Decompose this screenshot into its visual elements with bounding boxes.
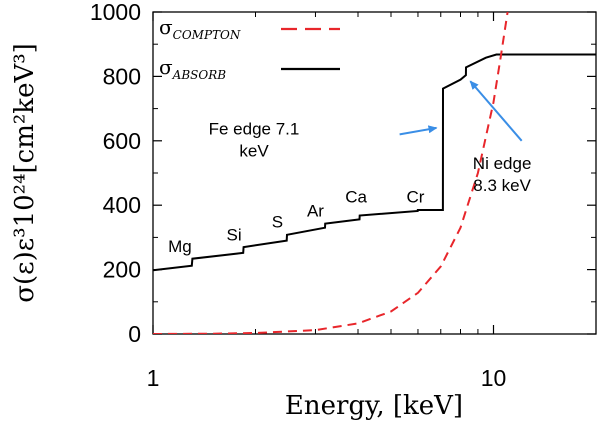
legend-sigma: σ bbox=[159, 55, 173, 79]
edge-annotations: Fe edge 7.1 keV Ni edge 8.3 keV bbox=[209, 80, 532, 195]
element-label-cr: Cr bbox=[406, 188, 424, 207]
element-edge-labels: Mg Si S Ar Ca Cr bbox=[168, 188, 425, 256]
y-tick-labels: 0 200 400 600 800 1000 bbox=[90, 0, 141, 347]
ni-edge-arrow bbox=[469, 80, 523, 142]
fe-edge-annotation-line: Fe edge 7.1 bbox=[209, 119, 300, 138]
element-label-si: Si bbox=[226, 226, 241, 245]
ni-edge-annotation-line: 8.3 keV bbox=[473, 176, 531, 195]
x-tick-label: 10 bbox=[481, 365, 507, 391]
legend-sigma: σ bbox=[159, 15, 173, 39]
fe-edge-annotation-line: keV bbox=[239, 141, 269, 160]
y-tick-label: 200 bbox=[103, 257, 141, 283]
legend-subscript: COMPTON bbox=[173, 28, 241, 42]
compton-series-line bbox=[153, 12, 509, 334]
element-label-s: S bbox=[272, 213, 283, 232]
fe-edge-arrow bbox=[399, 125, 438, 136]
y-axis-title: σ(ε)ε³10²⁴[cm²keV³] bbox=[10, 43, 40, 303]
legend-entry-label: σCOMPTON bbox=[159, 15, 241, 42]
y-tick-label: 0 bbox=[128, 321, 141, 347]
element-label-ca: Ca bbox=[345, 188, 367, 207]
element-label-mg: Mg bbox=[168, 237, 192, 256]
ni-edge-annotation-line: Ni edge bbox=[473, 154, 532, 173]
y-tick-label: 400 bbox=[103, 192, 141, 218]
x-axis-title: Energy, [keV] bbox=[285, 391, 463, 421]
y-tick-label: 600 bbox=[103, 128, 141, 154]
series-layer bbox=[153, 12, 596, 334]
y-tick-label: 1000 bbox=[90, 0, 141, 25]
tick-marks bbox=[152, 11, 597, 335]
ni-edge-annotation-text: Ni edge 8.3 keV bbox=[473, 154, 532, 195]
legend-entry-label: σABSORB bbox=[159, 55, 226, 82]
x-tick-labels: 1 10 bbox=[147, 365, 507, 391]
legend-subscript: ABSORB bbox=[172, 68, 227, 82]
absorb-series-line bbox=[153, 53, 596, 272]
y-tick-label: 800 bbox=[103, 63, 141, 89]
fe-edge-annotation-text: Fe edge 7.1 keV bbox=[209, 119, 300, 160]
x-tick-label: 1 bbox=[147, 365, 160, 391]
element-label-ar: Ar bbox=[307, 201, 324, 220]
